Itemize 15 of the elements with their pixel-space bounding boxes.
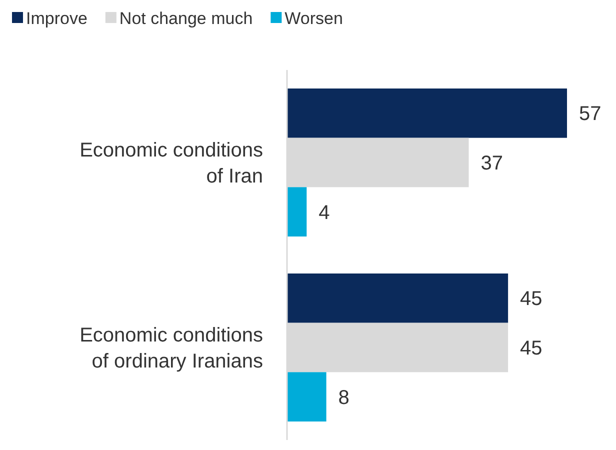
legend-label: Not change much [119, 8, 253, 28]
legend-label: Improve [26, 8, 88, 28]
bar [287, 88, 567, 138]
bar [287, 372, 326, 422]
legend-label: Worsen [284, 8, 343, 28]
data-label: 37 [480, 152, 504, 174]
y-tick-label: Economic conditions of ordinary Iranians [80, 324, 263, 372]
bar [287, 274, 508, 323]
bar [287, 187, 307, 236]
data-label: 57 [579, 103, 602, 126]
data-label: 45 [520, 288, 542, 310]
data-label: 45 [520, 338, 542, 360]
data-label: 8 [338, 386, 350, 409]
data-label: 4 [318, 202, 330, 224]
y-tick-label: Economic conditions of Iran [80, 140, 263, 188]
